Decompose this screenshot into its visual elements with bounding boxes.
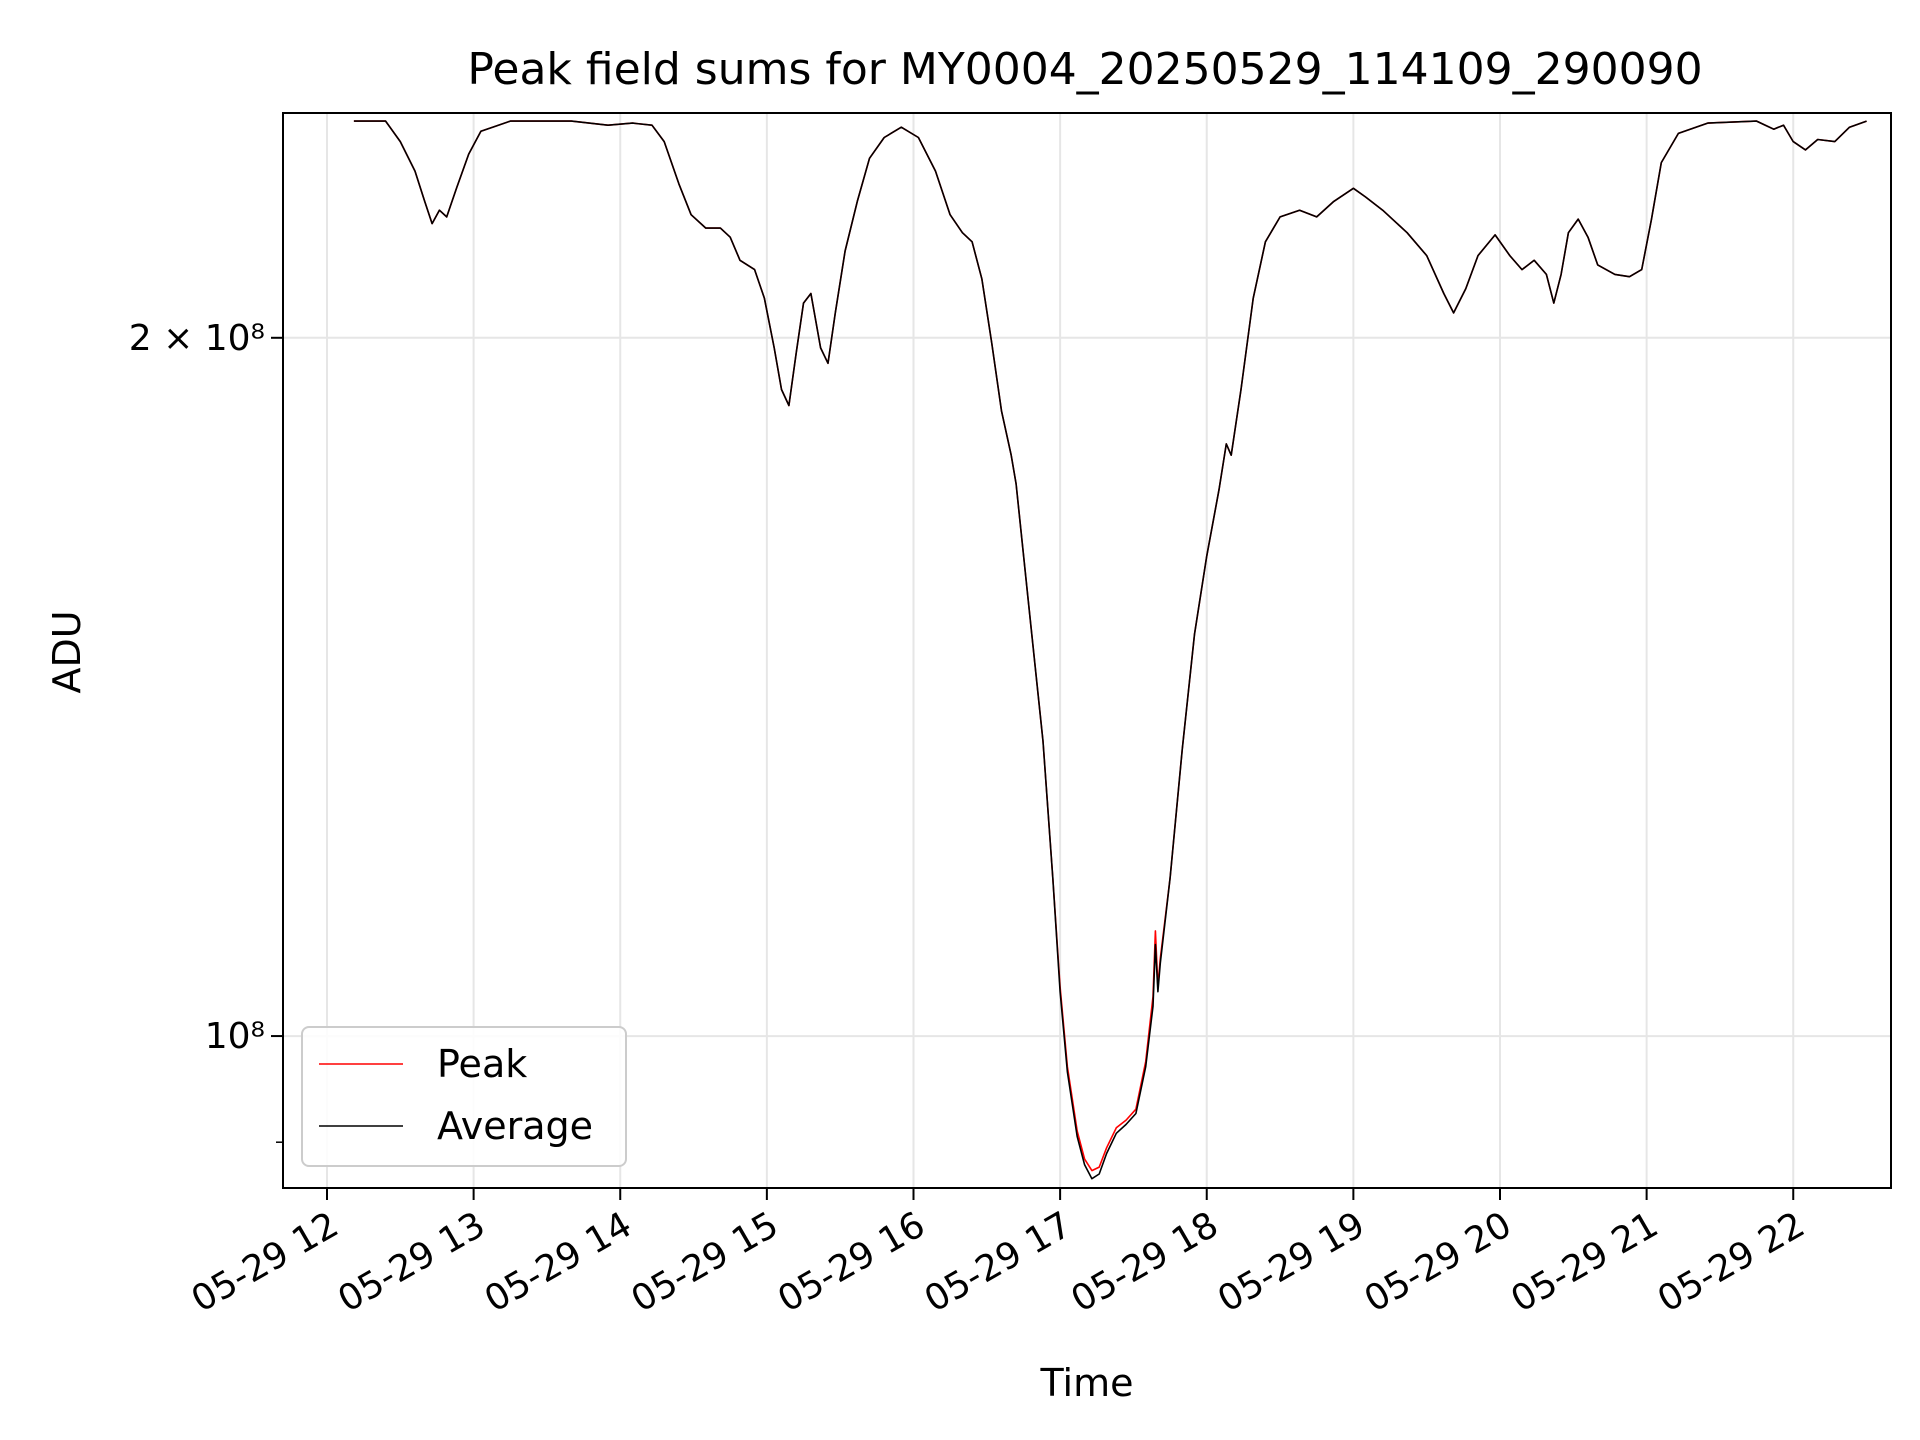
legend-box	[301, 1026, 627, 1167]
grid	[283, 113, 1891, 1188]
y-tick-label: 2 × 10⁸	[129, 318, 265, 359]
legend-label-peak: Peak	[437, 1042, 527, 1086]
legend: Peak Average	[301, 1026, 627, 1167]
legend-label-average: Average	[437, 1104, 593, 1148]
chart-title: Peak field sums for MY0004_20250529_1141…	[467, 44, 1702, 95]
series-line-average	[353, 120, 1867, 1180]
x-axis-label: Time	[1040, 1361, 1134, 1405]
y-axis-label: ADU	[45, 610, 89, 693]
y-axis: 2 × 10⁸ 10⁸	[129, 318, 283, 1143]
series-lines	[353, 120, 1867, 1180]
plot-frame	[282, 112, 1892, 1189]
y-tick-label: 10⁸	[205, 1016, 265, 1057]
